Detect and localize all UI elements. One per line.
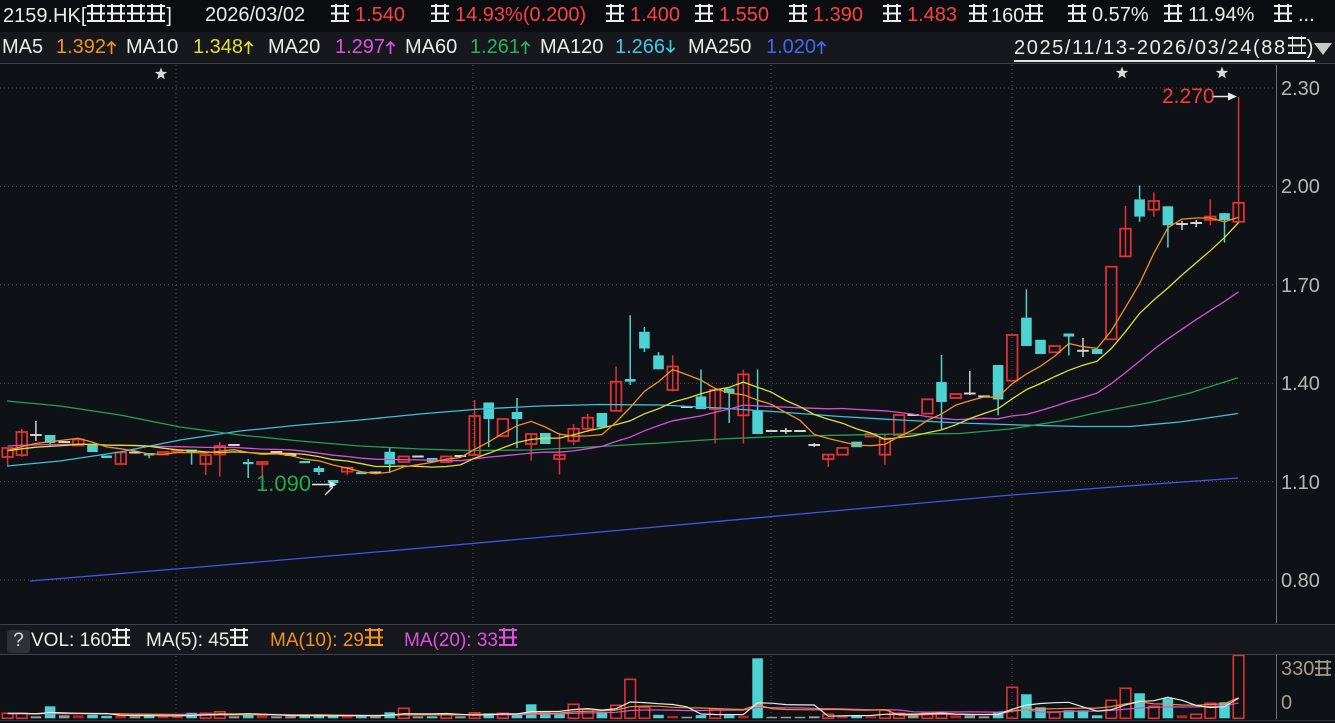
- svg-text:2.270: 2.270: [1162, 85, 1215, 108]
- svg-text:0: 0: [1281, 692, 1292, 714]
- svg-text:1.70: 1.70: [1281, 275, 1320, 297]
- svg-text:1.40: 1.40: [1281, 373, 1320, 395]
- svg-text:1.10: 1.10: [1281, 472, 1320, 494]
- svg-text:0.80: 0.80: [1281, 570, 1320, 592]
- svg-text:2.30: 2.30: [1281, 78, 1320, 100]
- svg-text:1.090: 1.090: [256, 471, 311, 496]
- svg-text:2.00: 2.00: [1281, 176, 1320, 198]
- svg-text:330: 330: [1281, 658, 1314, 680]
